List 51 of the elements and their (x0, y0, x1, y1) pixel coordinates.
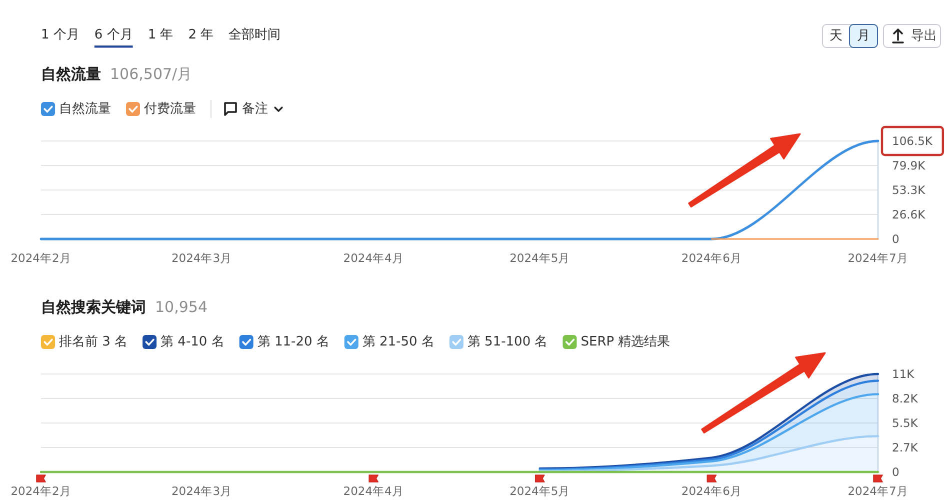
legend-item: SERP 精选结果 (562, 334, 670, 350)
x-tick-label: 2024年5月 (510, 484, 570, 498)
legend-label: 第 51-100 名 (467, 334, 548, 350)
x-tick-label: 2024年4月 (343, 251, 404, 265)
x-tick-label: 2024年3月 (171, 251, 232, 265)
x-tick-label: 2024年3月 (171, 484, 232, 498)
chart-subtitle: 10,954 (155, 298, 208, 316)
legend-label: 第 11-20 名 (257, 334, 330, 350)
text: 2 年 (188, 28, 214, 42)
x-tick-label: 2024年2月 (10, 484, 72, 498)
text: 1 个月 (41, 28, 80, 42)
legend-item: 第 11-20 名 (239, 334, 330, 350)
legend-label: 第 4-10 名 (160, 334, 224, 350)
legend-item: 排名前 3 名 (41, 334, 128, 350)
legend-item: 自然流量 (41, 102, 111, 116)
x-tick-label: 2024年7月 (848, 484, 908, 498)
y-tick-label: 5.5K (892, 416, 918, 430)
y-tick-label: 0 (892, 232, 900, 246)
text: 月 (857, 28, 870, 44)
y-tick-label: 2.7K (892, 440, 918, 454)
y-tick-label: 106.5K (892, 134, 933, 148)
x-tick-label: 2024年2月 (10, 251, 72, 265)
text: 天 (830, 28, 842, 44)
legend-item: 第 4-10 名 (142, 334, 224, 350)
legend-label: SERP 精选结果 (580, 334, 670, 350)
y-tick-label: 79.9K (892, 158, 926, 172)
y-tick-label: 26.6K (892, 208, 926, 222)
legend-item: 第 51-100 名 (449, 334, 548, 350)
x-tick-label: 2024年4月 (343, 484, 404, 498)
text: 备注 (242, 102, 268, 116)
legend-item: 付费流量 (126, 102, 196, 116)
legend-label: 排名前 3 名 (59, 334, 128, 350)
x-tick-label: 2024年6月 (681, 251, 742, 265)
legend-label: 付费流量 (143, 100, 196, 116)
text: 导出 (911, 28, 937, 44)
text: 全部时间 (228, 28, 281, 42)
legend-item: 第 21-50 名 (344, 334, 434, 350)
x-tick-label: 2024年5月 (510, 251, 570, 265)
y-tick-label: 0 (892, 465, 900, 479)
y-tick-label: 11K (892, 367, 915, 381)
y-tick-label: 53.3K (892, 183, 926, 197)
legend-label: 第 21-50 名 (362, 334, 434, 350)
chart-title: 自然流量 (41, 65, 101, 83)
legend-label: 自然流量 (59, 100, 111, 116)
x-tick-label: 2024年6月 (681, 484, 742, 498)
text: 6 个月 (94, 28, 133, 42)
chart-title: 自然搜索关键词 (41, 298, 146, 316)
y-tick-label: 8.2K (892, 392, 918, 406)
x-tick-label: 2024年7月 (848, 251, 908, 265)
text: 1 年 (148, 28, 174, 42)
chart-subtitle: 106,507/月 (110, 65, 192, 83)
